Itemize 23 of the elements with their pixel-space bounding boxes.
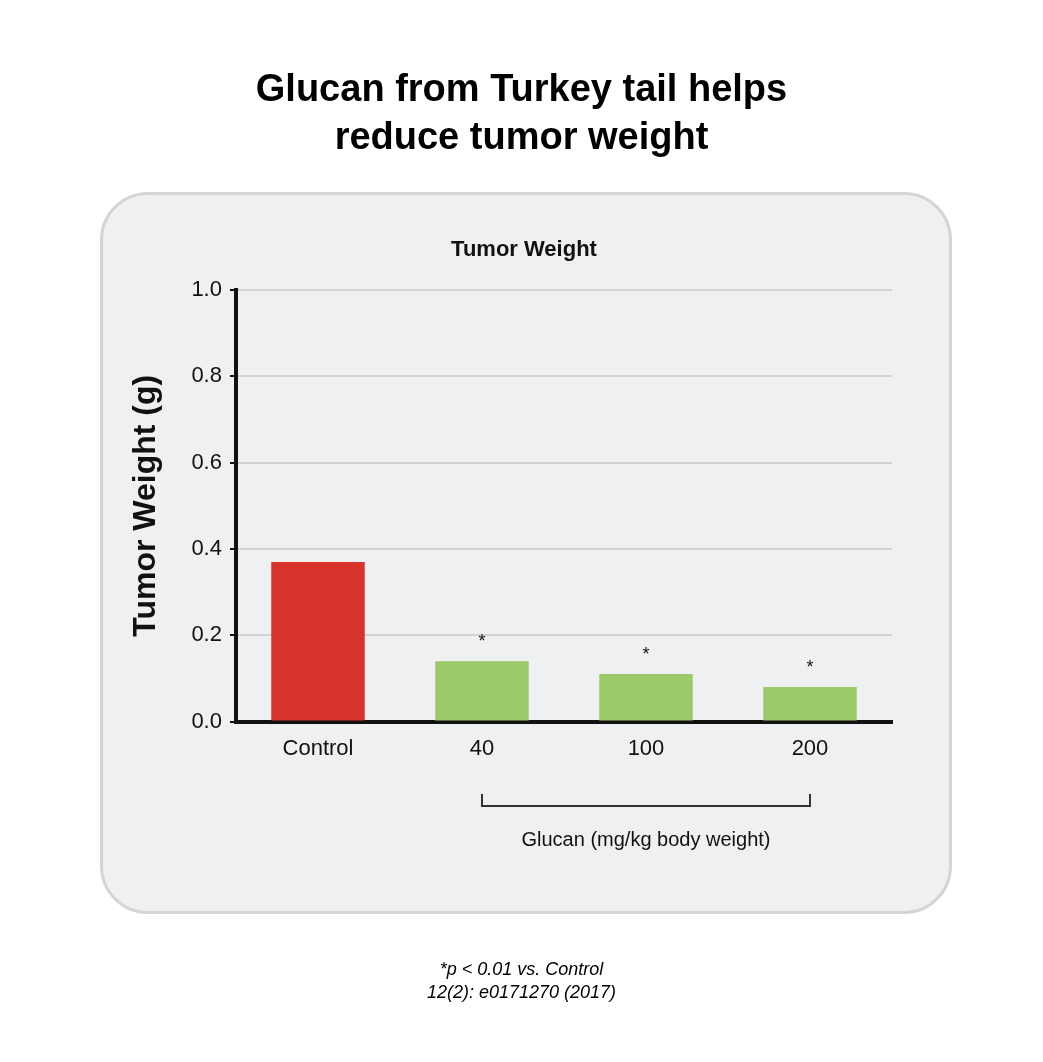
text: 12(2): e0171270 (2017) — [425, 981, 618, 1004]
x-tick-label: 200 — [791, 734, 829, 760]
y-axis-title: Tumor Weight (g) — [126, 374, 163, 637]
annotation: * — [478, 631, 486, 652]
y-tick-label: 0.4 — [191, 535, 222, 561]
x-tick-label: 40 — [469, 734, 495, 760]
x-tick-label: Control — [282, 734, 354, 760]
chart-subtitle: Tumor Weight — [451, 236, 598, 262]
y-tick-label: 0.6 — [191, 448, 222, 474]
y-tick-label: 0.8 — [191, 362, 222, 388]
y-tick-label: 1.0 — [191, 276, 222, 302]
text: *p < 0.01 vs. Control — [438, 958, 605, 981]
annotation: * — [642, 644, 650, 665]
y-tick-label: 0.2 — [191, 621, 222, 647]
y-tick-label: 0.0 — [191, 707, 222, 733]
chart-title: Glucan from Turkey tail helps reduce tumor weight — [254, 66, 789, 159]
bar — [599, 674, 693, 721]
bar — [271, 561, 365, 721]
annotation: * — [806, 657, 814, 678]
x-tick-label: 100 — [627, 734, 665, 760]
bar — [435, 661, 529, 721]
bar — [763, 687, 857, 721]
x-axis-title: Glucan (mg/kg body weight) — [521, 827, 771, 850]
